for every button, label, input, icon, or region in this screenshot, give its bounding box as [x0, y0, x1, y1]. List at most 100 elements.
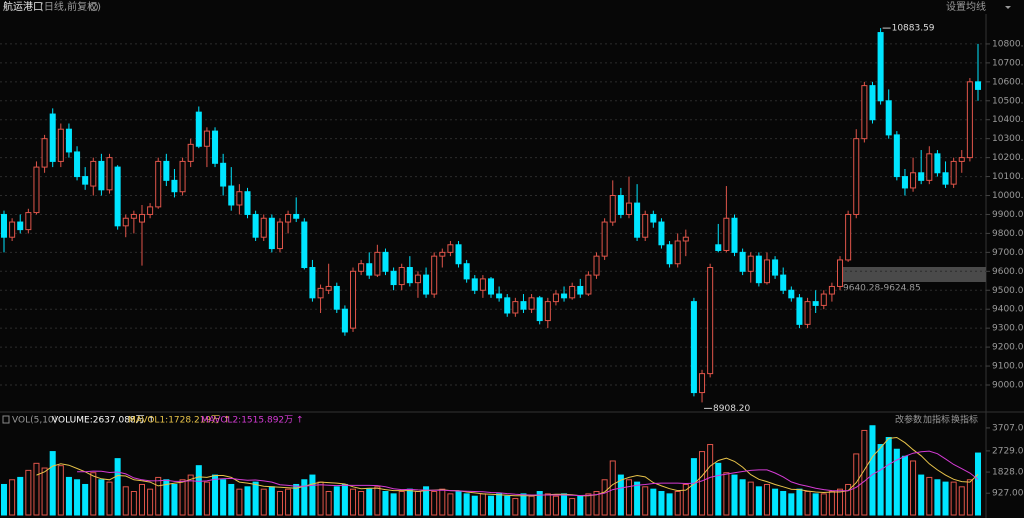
- volume-bar: [828, 491, 835, 516]
- candle-body: [593, 255, 600, 276]
- ma-line: [36, 436, 979, 497]
- toolbar-button[interactable]: 换指标: [951, 414, 978, 426]
- candle-body: [674, 240, 681, 265]
- candle-body: [195, 111, 202, 147]
- volume-bar: [220, 479, 227, 516]
- candle-body: [958, 157, 965, 162]
- volume-bar: [41, 467, 48, 516]
- volume-bar: [747, 481, 754, 516]
- candle-body: [561, 293, 568, 299]
- volume-bar: [707, 444, 714, 516]
- y-tick-label: 10600.00: [992, 77, 1024, 87]
- volume-bar: [90, 472, 97, 516]
- volume-bar: [228, 483, 235, 516]
- volume-bar: [33, 462, 40, 516]
- volume-bar: [382, 491, 389, 516]
- candle-body: [25, 212, 32, 231]
- candle-body: [301, 221, 308, 269]
- candle-body: [423, 274, 430, 295]
- candle-body: [0, 213, 8, 238]
- volume-bar: [699, 451, 706, 516]
- volume-bar: [244, 486, 251, 516]
- volume-bar: [658, 491, 665, 516]
- y-tick-label: 1828.00: [992, 468, 1024, 478]
- volume-bar: [487, 495, 495, 516]
- toolbar-button[interactable]: 加指标: [923, 414, 950, 426]
- volume-bar: [512, 498, 519, 516]
- volume-bar: [439, 488, 446, 516]
- candle-body: [114, 166, 121, 227]
- candle-body: [845, 213, 852, 261]
- volume-bar: [366, 488, 373, 516]
- volume-bar: [122, 486, 129, 516]
- candle-body: [739, 251, 746, 272]
- candle-body: [723, 217, 730, 251]
- symbol-title: 航运港口: [3, 0, 43, 13]
- y-tick-label: 9400.00: [992, 305, 1024, 315]
- volume-bar: [877, 444, 884, 516]
- candle-body: [98, 160, 105, 191]
- candle-body: [780, 274, 787, 291]
- volume-bar: [585, 493, 592, 516]
- candle-body: [398, 267, 405, 286]
- volume-bar: [561, 493, 568, 516]
- candle-body: [252, 213, 259, 238]
- volume-bar: [666, 493, 673, 516]
- ma-settings[interactable]: 设置均线: [946, 0, 986, 13]
- candle-body: [358, 263, 365, 272]
- volume-bar: [285, 488, 292, 516]
- volume-bar: [374, 486, 381, 516]
- volume-bar: [212, 474, 219, 516]
- volume-bar: [958, 486, 965, 516]
- y-tick-label: 9600.00: [992, 267, 1024, 277]
- candle-body: [755, 255, 762, 284]
- candle-body: [285, 213, 292, 223]
- y-tick-label: 9000.00: [992, 380, 1024, 390]
- volume-bar: [634, 481, 641, 516]
- volume-bar: [203, 481, 210, 516]
- volume-bar: [544, 493, 551, 516]
- volume-bar: [0, 483, 8, 516]
- volume-bar: [260, 488, 267, 516]
- candle-body: [414, 274, 421, 284]
- candle-body: [350, 270, 357, 329]
- candle-body: [544, 301, 551, 322]
- candle-body: [893, 134, 900, 178]
- y-tick-label: 10700.00: [992, 58, 1024, 68]
- annotation-label: 8908.20: [713, 404, 750, 414]
- volume-bar: [966, 479, 973, 516]
- volume-bar: [25, 469, 32, 516]
- candle-body: [861, 85, 868, 140]
- volume-bar: [528, 495, 535, 516]
- panel-icon[interactable]: [2, 415, 10, 424]
- candle-body: [390, 270, 397, 286]
- volume-bar: [601, 479, 608, 516]
- candle-body: [130, 213, 137, 219]
- y-tick-label: 10400.00: [992, 115, 1024, 125]
- candle-body: [439, 251, 446, 257]
- volume-bar: [804, 491, 811, 516]
- volume-bar: [171, 483, 178, 516]
- volume-bar: [138, 483, 145, 516]
- volume-bar: [837, 488, 844, 516]
- candle-body: [260, 217, 267, 238]
- volume-bar: [147, 488, 154, 516]
- period-label: (日线,前复权): [40, 0, 101, 13]
- toolbar-button[interactable]: 改参数: [895, 414, 922, 426]
- volume-bar: [17, 476, 24, 516]
- volume-bar: [130, 491, 137, 516]
- candle-body: [528, 297, 535, 310]
- volume-bar: [723, 472, 730, 516]
- volume-bar: [796, 488, 803, 516]
- candle-body: [772, 259, 779, 276]
- candle-body: [731, 217, 738, 253]
- candle-body: [812, 301, 819, 306]
- volume-bar: [739, 479, 746, 516]
- candle-body: [341, 308, 348, 333]
- volume-bar: [423, 486, 430, 516]
- volume-bar: [577, 495, 584, 516]
- settings-icon[interactable]: [90, 3, 98, 11]
- candle-body: [471, 278, 478, 291]
- candle-body: [837, 259, 844, 287]
